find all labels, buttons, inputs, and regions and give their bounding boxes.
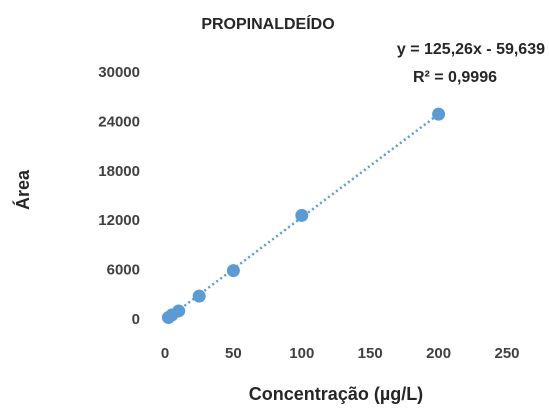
point xyxy=(226,264,240,278)
equation: y = 125,26x - 59,639 xyxy=(397,41,545,58)
x-axis-label: Concentração (µg/L) xyxy=(249,384,423,404)
y-tick-label: 12000 xyxy=(98,212,140,229)
y-tick-label: 6000 xyxy=(107,262,140,279)
y-tick-label: 30000 xyxy=(98,64,140,81)
point xyxy=(172,304,186,318)
y-axis-label: Área xyxy=(12,169,33,210)
x-tick-label: 0 xyxy=(161,345,169,362)
point xyxy=(192,289,206,303)
trendline xyxy=(167,113,440,319)
x-tick-label: 50 xyxy=(225,345,242,362)
y-tick-label: 0 xyxy=(132,311,140,328)
r-squared: R² = 0,9996 xyxy=(413,69,497,86)
point xyxy=(432,107,446,121)
x-tick-label: 100 xyxy=(289,345,314,362)
x-tick-label: 200 xyxy=(426,345,451,362)
x-tick-label: 150 xyxy=(358,345,383,362)
y-tick-label: 24000 xyxy=(98,113,140,130)
y-tick-label: 18000 xyxy=(98,163,140,180)
x-tick-label: 250 xyxy=(494,345,519,362)
chart-title: PROPINALDEÍDO xyxy=(201,14,334,33)
point xyxy=(295,208,309,222)
